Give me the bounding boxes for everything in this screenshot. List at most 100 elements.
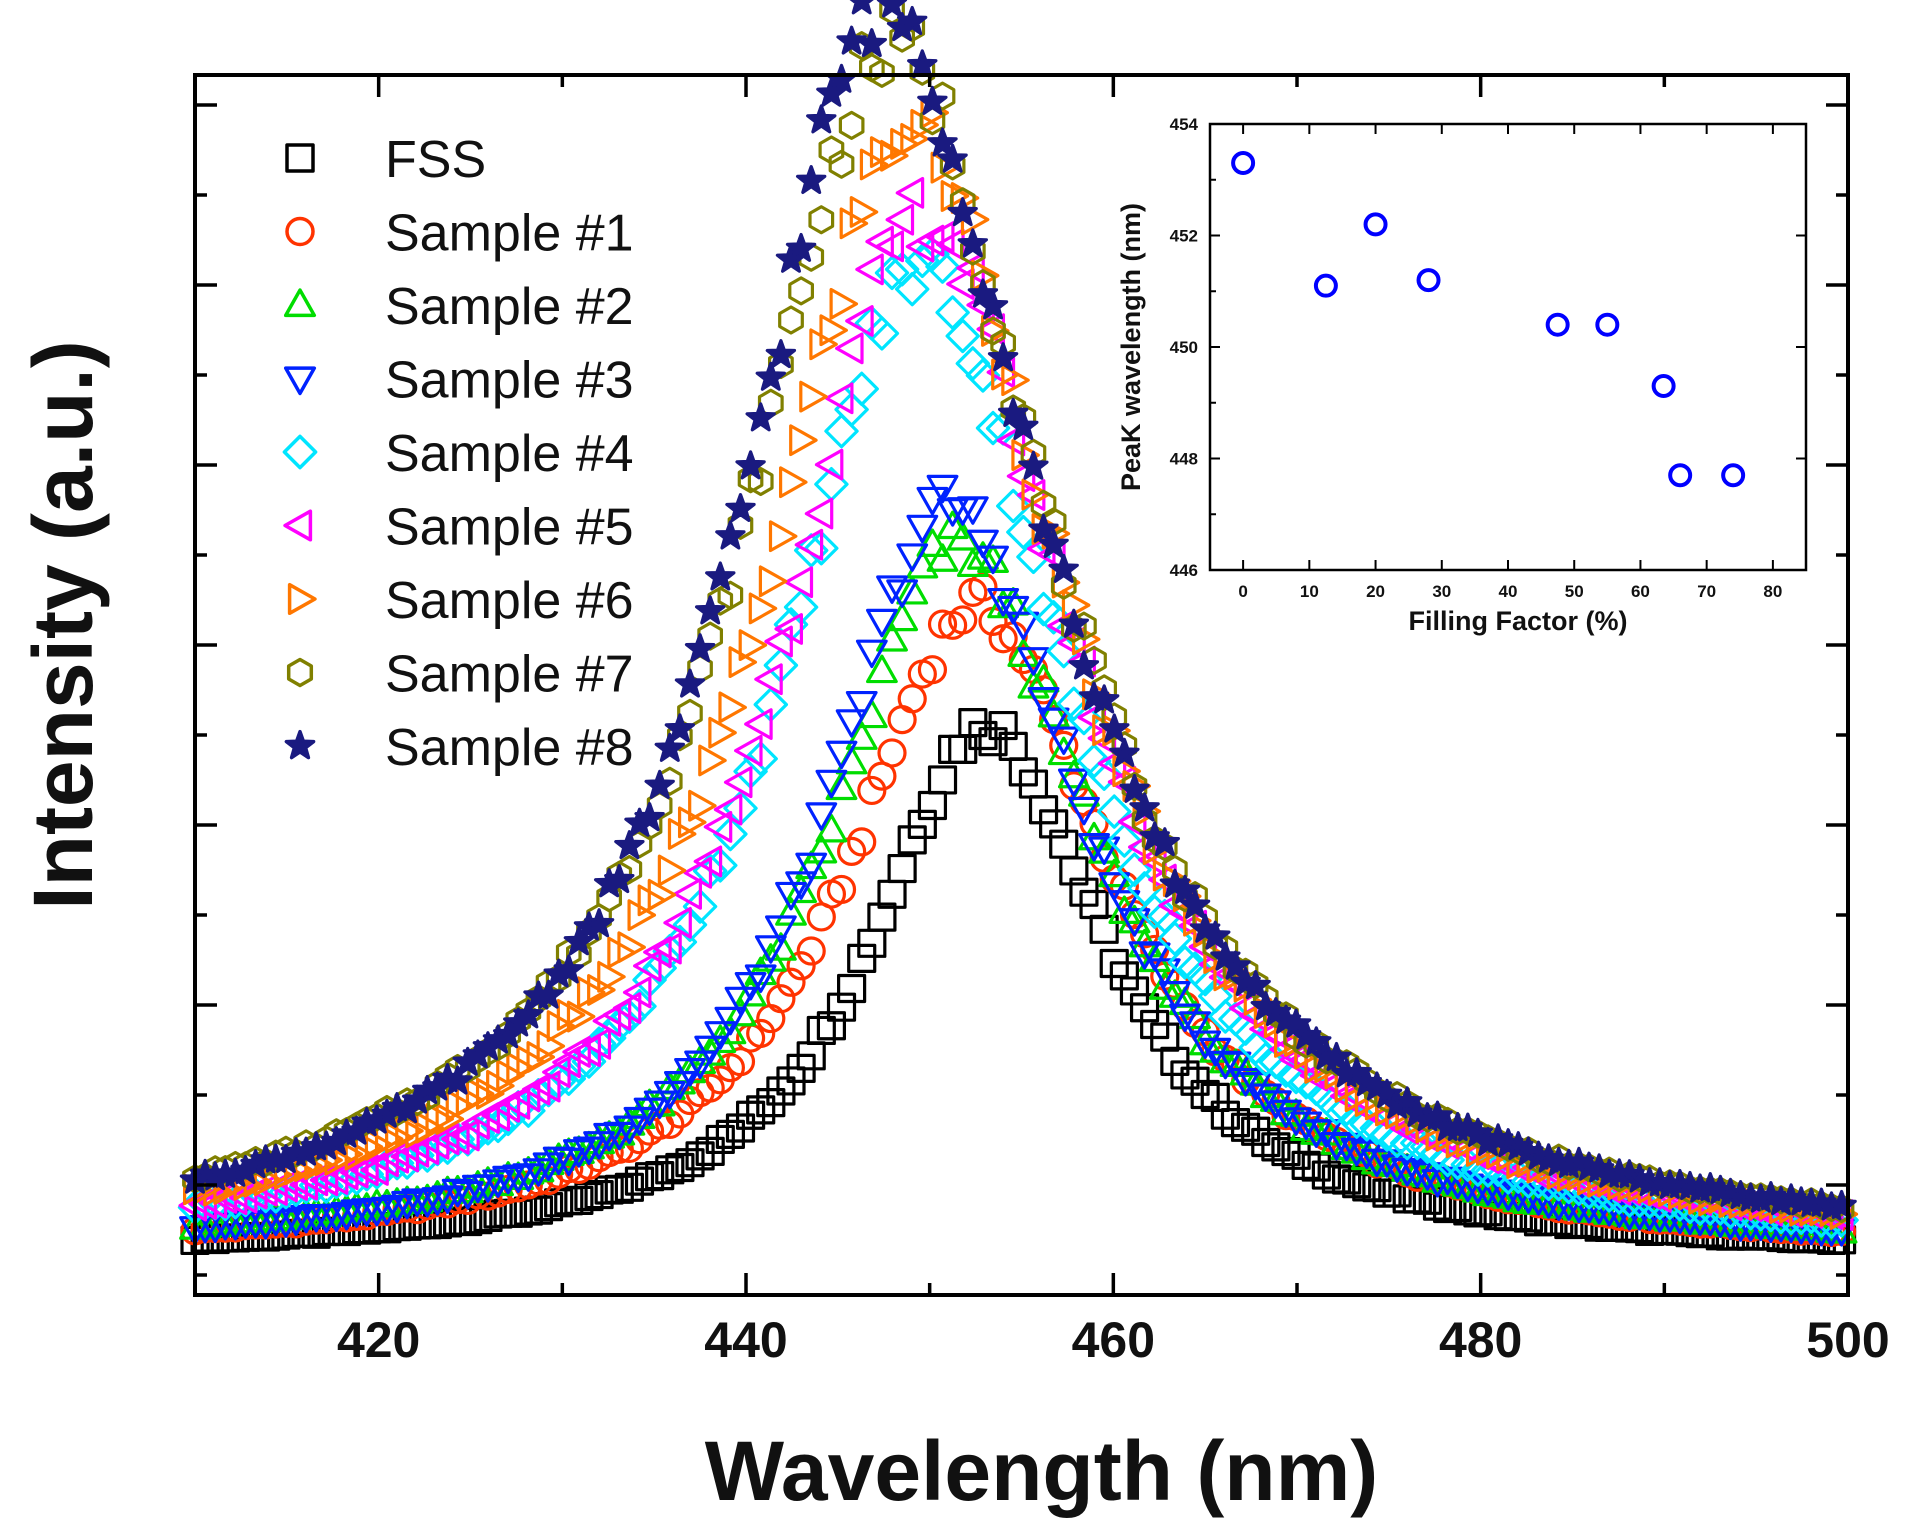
legend-marker-sample-6 — [287, 582, 317, 616]
point-sample-6-21 — [395, 1114, 424, 1147]
point-sample-6-34 — [526, 1041, 556, 1073]
point-sample-3-97 — [1158, 981, 1191, 1010]
legend-label-sample-1: Sample #1 — [385, 205, 634, 263]
point-sample-6-56 — [748, 592, 778, 625]
point-sample-8-40 — [583, 908, 615, 938]
point-sample-1-65 — [837, 836, 867, 866]
legend-item-sample-4: Sample #4 — [282, 425, 634, 483]
point-sample-3-77 — [956, 496, 989, 525]
point-sample-8-103 — [1220, 950, 1251, 980]
point-fss-115 — [1342, 1169, 1372, 1199]
point-sample-3-61 — [795, 852, 828, 882]
point-fss-78 — [968, 720, 998, 751]
point-sample-7-72 — [909, 56, 936, 86]
point-sample-8-84 — [1028, 513, 1059, 543]
point-sample-2-161 — [1805, 1212, 1838, 1241]
point-sample-6-51 — [698, 744, 727, 777]
point-sample-8-90 — [1088, 684, 1120, 714]
point-sample-6-47 — [657, 854, 687, 887]
point-fss-94 — [1129, 993, 1160, 1023]
inset-x-tick-label-80: 80 — [1763, 582, 1782, 601]
inset-x-tick-label-10: 10 — [1300, 582, 1319, 601]
point-sample-5-38 — [562, 1036, 591, 1068]
legend-item-fss: FSS — [285, 131, 486, 189]
point-fss-103 — [1220, 1108, 1251, 1138]
point-sample-4-89 — [1076, 743, 1112, 779]
point-fss-64 — [826, 992, 857, 1022]
point-sample-3-23 — [411, 1189, 444, 1218]
point-sample-5-22 — [400, 1135, 430, 1168]
point-sample-5-87 — [1057, 626, 1086, 659]
point-sample-3-93 — [1118, 908, 1151, 937]
point-fss-105 — [1241, 1116, 1271, 1146]
point-fss-34 — [523, 1195, 554, 1225]
point-sample-6-43 — [617, 931, 646, 964]
point-sample-6-48 — [667, 818, 697, 850]
point-fss-90 — [1089, 914, 1119, 944]
point-sample-6-17 — [354, 1130, 384, 1163]
point-sample-7-48 — [667, 722, 693, 752]
inset-x-tick-label-60: 60 — [1631, 582, 1650, 601]
point-sample-3-63 — [815, 769, 848, 799]
point-sample-8-58 — [765, 339, 797, 369]
point-fss-65 — [837, 973, 867, 1004]
point-sample-5-61 — [794, 528, 824, 561]
point-sample-7-42 — [606, 860, 633, 890]
point-sample-8-55 — [735, 450, 766, 480]
point-sample-1-74 — [927, 609, 958, 639]
point-sample-8-63 — [816, 77, 847, 107]
point-sample-6-50 — [688, 789, 717, 822]
series-sample-8 — [179, 0, 1857, 1221]
point-sample-7-65 — [838, 110, 865, 140]
point-sample-3-123 — [1421, 1168, 1454, 1198]
point-sample-6-60 — [789, 424, 818, 457]
point-sample-8-48 — [664, 713, 696, 743]
point-sample-8-79 — [977, 290, 1009, 320]
point-sample-3-58 — [764, 915, 797, 944]
point-fss-49 — [675, 1148, 705, 1178]
point-sample-6-52 — [708, 716, 737, 749]
point-sample-6-24 — [425, 1103, 454, 1135]
legend-label-fss: FSS — [385, 131, 486, 189]
point-sample-1-54 — [725, 1047, 756, 1077]
point-sample-8-66 — [849, 0, 874, 15]
point-sample-7-68 — [869, 58, 895, 88]
point-sample-8-82 — [1008, 410, 1039, 440]
legend-label-sample-4: Sample #4 — [385, 425, 634, 483]
point-fss-112 — [1311, 1160, 1341, 1190]
point-sample-8-38 — [563, 926, 595, 956]
point-fss-72 — [907, 809, 937, 839]
point-sample-3-57 — [754, 935, 787, 964]
point-sample-3-56 — [744, 964, 777, 993]
point-sample-2-69 — [876, 623, 908, 652]
point-sample-6-75 — [940, 180, 970, 212]
point-sample-3-54 — [724, 986, 757, 1016]
inset-x-tick-label-70: 70 — [1697, 582, 1716, 601]
point-fss-85 — [1039, 809, 1069, 839]
inset-point-1 — [1313, 273, 1338, 298]
point-sample-5-35 — [532, 1070, 561, 1103]
point-fss-39 — [574, 1181, 604, 1212]
point-sample-5-65 — [835, 332, 864, 365]
point-sample-3-107 — [1259, 1090, 1292, 1119]
legend-marker-sample-2 — [283, 288, 317, 318]
x-tick-label-500: 500 — [1806, 1312, 1889, 1368]
point-sample-8-113 — [1321, 1041, 1352, 1071]
point-sample-3-87 — [1057, 768, 1090, 798]
point-sample-8-74 — [927, 127, 958, 157]
point-sample-3-88 — [1068, 796, 1100, 826]
point-sample-3-90 — [1088, 836, 1121, 866]
point-sample-4-92 — [1107, 823, 1142, 858]
inset-x-tick-label-50: 50 — [1565, 582, 1584, 601]
legend-marker-sample-1 — [285, 216, 315, 247]
point-sample-3-86 — [1047, 726, 1080, 755]
point-sample-8-83 — [1018, 450, 1049, 480]
point-sample-6-68 — [869, 136, 899, 168]
point-sample-3-21 — [391, 1190, 424, 1220]
point-sample-8-72 — [907, 49, 938, 79]
point-sample-5-45 — [633, 949, 662, 982]
point-sample-5-29 — [471, 1102, 500, 1134]
inset-y-tick-label-452: 452 — [1170, 227, 1198, 246]
point-sample-6-28 — [465, 1077, 495, 1110]
